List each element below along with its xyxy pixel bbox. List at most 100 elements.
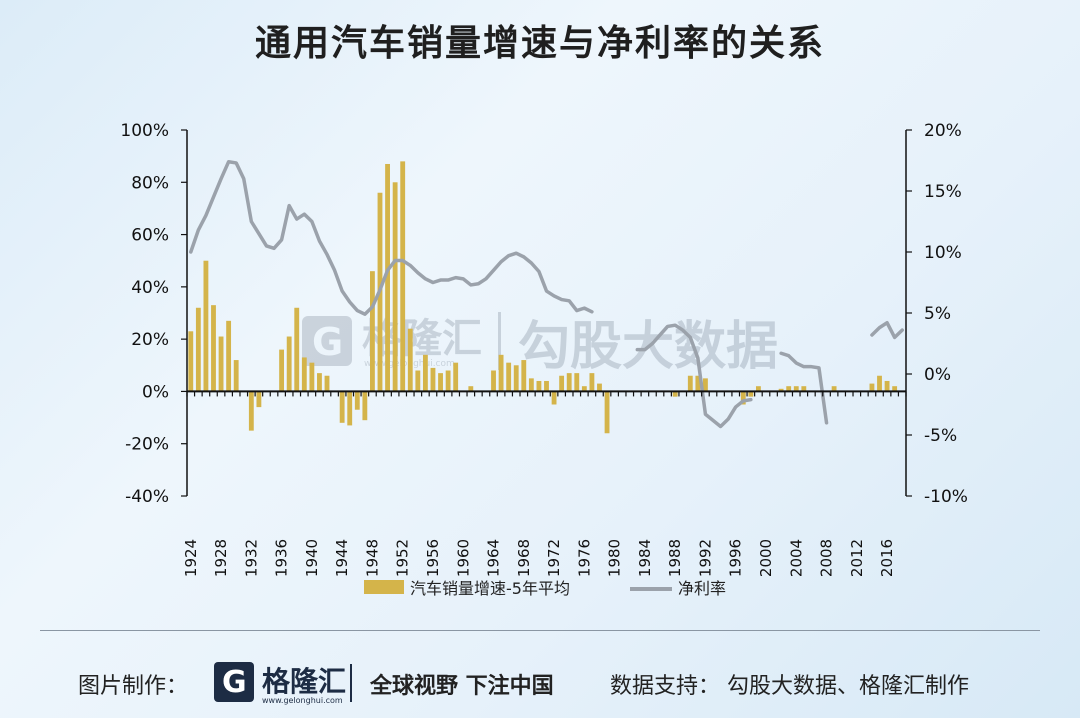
bar-1932 [248, 391, 254, 431]
net-margin-line-segment-4 [870, 321, 904, 340]
footer-separator [350, 664, 352, 702]
bar-1954 [415, 370, 421, 392]
bar-2002 [778, 388, 784, 392]
bar-1991 [695, 375, 701, 392]
x-tick-label: 1980 [606, 539, 624, 577]
bar-1925 [195, 307, 201, 392]
chart-canvas: G 格隆汇 www.gelonghui.com 勾股大数据 100%80%60%… [120, 121, 968, 598]
bar-1977 [589, 373, 595, 392]
bar-2005 [801, 386, 807, 392]
tick-labels: 100% 80% 60% 40% 20% 0% -20% -40% 20% 15% 10% 5% 0% -… [120, 121, 968, 577]
right-tick-label: 5% [924, 304, 951, 324]
bar-1970 [536, 380, 542, 392]
bar-1976 [581, 386, 587, 392]
gelonghui-logo-icon: G [214, 662, 254, 702]
watermark-separator [498, 312, 501, 370]
footer-slogan: 全球视野 下注中国 [370, 674, 554, 699]
right-tick-label: 20% [924, 121, 962, 141]
bar-1972 [551, 391, 557, 405]
bar-1967 [513, 365, 519, 392]
right-tick-label: 0% [924, 365, 951, 385]
bar-1940 [309, 362, 315, 392]
bar-1958 [445, 370, 451, 392]
bar-1937 [286, 336, 292, 392]
x-tick-label: 1972 [545, 539, 563, 577]
bar-1998 [748, 391, 754, 397]
bar-1933 [256, 391, 262, 408]
bar-1969 [528, 378, 534, 392]
left-tick-label: 60% [131, 226, 169, 246]
legend-line-label: 净利率 [678, 579, 726, 598]
bar-1945 [347, 391, 353, 426]
x-tick-label: 1996 [727, 539, 745, 577]
bar-1988 [672, 391, 678, 397]
bar-1929 [226, 320, 232, 392]
bar-1965 [498, 354, 504, 392]
bar-1973 [559, 375, 565, 392]
bar-1928 [218, 336, 224, 392]
net-margin-line-segment-2 [635, 323, 753, 429]
x-tick-label: 2008 [818, 539, 836, 577]
bar-2003 [786, 386, 792, 392]
bar-1939 [301, 357, 307, 392]
x-tick-label: 1932 [242, 539, 260, 577]
axes [181, 129, 912, 497]
x-tick-label: 1940 [303, 539, 321, 577]
bar-1944 [339, 391, 345, 423]
bar-1941 [317, 373, 322, 392]
left-tick-label: 40% [131, 278, 169, 298]
bar-1930 [233, 360, 239, 392]
x-tick-label: 1928 [212, 539, 230, 577]
x-tick-label: 1924 [182, 539, 200, 577]
bar-1974 [566, 373, 572, 392]
bar-2016 [884, 380, 890, 392]
bar-2004 [793, 386, 799, 392]
footer-made-by-label: 图片制作： [78, 674, 189, 699]
bar-1926 [203, 260, 209, 392]
bar-1978 [597, 383, 602, 392]
bar-2017 [892, 386, 898, 392]
bar-1966 [506, 362, 512, 392]
x-tick-label: 1944 [333, 539, 351, 577]
line-series [189, 159, 904, 429]
left-tick-label: -40% [125, 487, 169, 507]
right-tick-label: 10% [924, 243, 962, 263]
bar-1975 [574, 373, 580, 392]
x-tick-label: 1964 [485, 539, 503, 577]
net-margin-line-segment-3 [779, 351, 829, 425]
bar-1953 [407, 328, 413, 392]
bar-1999 [755, 386, 761, 392]
bar-1961 [468, 386, 474, 392]
x-tick-label: 1968 [515, 539, 533, 577]
x-tick-label: 1948 [363, 539, 381, 577]
x-tick-label: 1976 [575, 539, 593, 577]
x-tick-label: 2000 [757, 539, 775, 577]
bar-1927 [211, 305, 216, 392]
bar-1992 [703, 378, 708, 392]
right-tick-label: -5% [924, 426, 957, 446]
x-tick-label: 1988 [666, 539, 684, 577]
legend: 汽车销量增速-5年平均 净利率 [364, 579, 726, 598]
footer-data-source: 数据支持： 勾股大数据、格隆汇制作 [610, 674, 969, 699]
x-tick-label: 2004 [787, 539, 805, 577]
left-tick-label: 20% [131, 330, 169, 350]
bar-1950 [385, 163, 390, 392]
bar-1936 [279, 349, 285, 392]
x-tick-label: 1960 [454, 539, 472, 577]
bar-1990 [687, 375, 693, 392]
x-tick-label: 2016 [878, 539, 896, 577]
bar-1968 [521, 360, 527, 392]
bar-1979 [604, 391, 610, 434]
x-tick-label: 1984 [636, 539, 654, 577]
bar-1957 [438, 373, 443, 392]
x-tick-label: 1952 [394, 539, 412, 577]
bar-1947 [362, 391, 368, 421]
svg-text:G: G [312, 320, 343, 364]
bar-1951 [392, 182, 398, 392]
x-tick-label: 2012 [848, 539, 866, 577]
left-tick-label: 100% [120, 121, 169, 141]
bar-1942 [324, 375, 330, 392]
bar-1946 [354, 391, 360, 410]
chart-title: 通用汽车销量增速与净利率的关系 [254, 23, 825, 64]
net-margin-line-segment-1 [189, 159, 594, 316]
